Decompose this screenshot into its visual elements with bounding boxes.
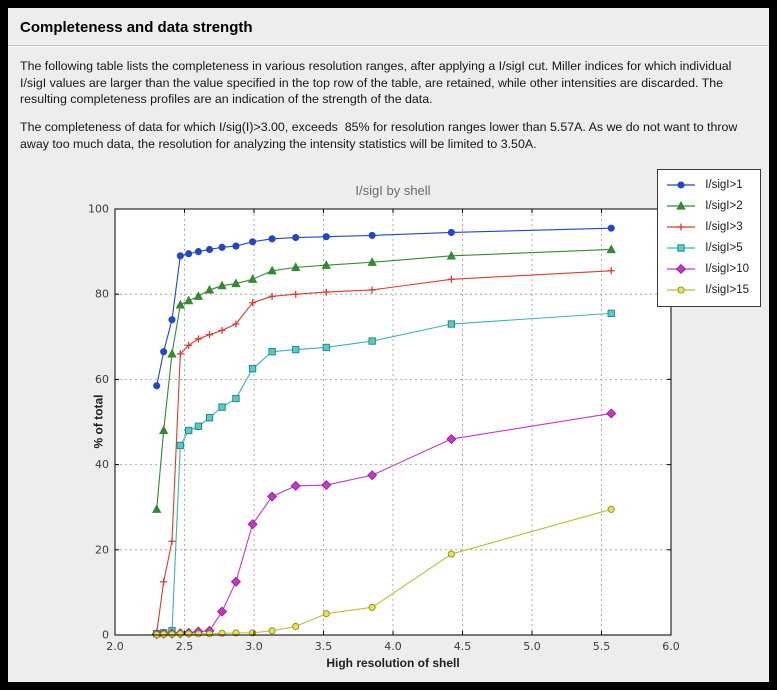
legend-label: I/sigI>1 [705,179,743,192]
svg-text:2.5: 2.5 [176,640,194,653]
legend-sample-circle-icon [667,286,696,294]
page-title: Completeness and data strength [20,19,253,36]
intro-paragraph-2: The completeness of data for which I/sig… [20,120,741,151]
svg-text:100: 100 [88,202,109,215]
svg-text:3.5: 3.5 [315,640,333,653]
legend-label: I/sigI>15 [705,284,749,297]
legend-item: I/sigI>10 [666,259,749,280]
x-axis-label: High resolution of shell [326,655,460,670]
svg-text:5.0: 5.0 [523,640,541,653]
legend-item: I/sigI>2 [666,196,749,217]
chart-legend: I/sigI>1 I/sigI>2 I/sigI>3 I/sigI>5 I/sigI>1… [657,168,761,307]
svg-text:0: 0 [102,628,109,641]
intro-paragraph-1: The following table lists the completene… [20,59,735,107]
legend-sample-square-icon [667,244,696,252]
svg-text:20: 20 [95,543,109,556]
svg-text:2.0: 2.0 [106,640,124,653]
svg-text:4.0: 4.0 [384,640,402,653]
legend-label: I/sigI>10 [705,263,749,276]
svg-text:3.0: 3.0 [245,640,263,653]
svg-text:60: 60 [95,373,109,386]
legend-label: I/sigI>2 [705,200,743,213]
legend-label: I/sigI>5 [705,242,743,255]
y-axis-label: % of total [91,394,106,449]
legend-item: I/sigI>5 [666,238,749,259]
svg-text:6.0: 6.0 [662,640,680,653]
svg-text:40: 40 [95,458,109,471]
legend-sample-diamond-icon [667,264,696,275]
legend-sample-circle-icon [667,181,696,189]
title-divider [8,45,769,47]
svg-text:80: 80 [95,287,109,300]
legend-item: I/sigI>3 [666,217,749,238]
chart-figure: I/sigI by shell 2.0 2.5 3.0 3.5 4.0 4.5 5.0 5.5… [8,167,769,679]
svg-text:4.5: 4.5 [454,640,472,653]
legend-sample-plus-icon [667,223,696,231]
report-panel: Completeness and data strength The follo… [8,8,769,682]
chart-title: I/sigI by shell [355,182,431,198]
legend-item: I/sigI>1 [666,175,749,196]
completeness-plot: 2.0 2.5 3.0 3.5 4.0 4.5 5.0 5.5 6.0 0 20 40 60 80 100 [88,202,680,653]
svg-text:5.5: 5.5 [593,640,611,653]
legend-item: I/sigI>15 [666,280,749,301]
legend-sample-triangle-icon [667,201,696,210]
legend-label: I/sigI>3 [705,221,743,234]
